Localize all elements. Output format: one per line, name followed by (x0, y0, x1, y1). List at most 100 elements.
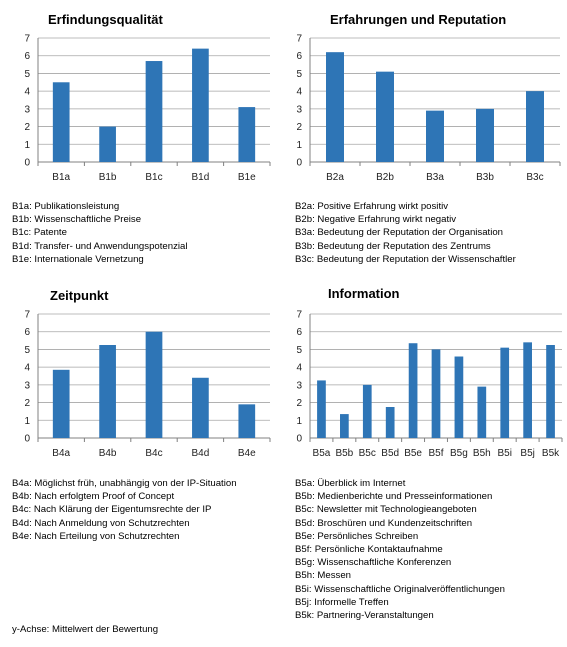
x-tick-label-b4a: B4a (52, 448, 70, 459)
legend-entry: B3c: Bedeutung der Reputation der Wissen… (295, 253, 516, 265)
x-tick-label-b5e: B5e (404, 448, 422, 459)
y-tick-label: 7 (296, 310, 302, 321)
bar-b1c (145, 61, 163, 162)
legend-entry: B1a: Publikationsleistung (12, 201, 120, 212)
legend-entry: B1b: Wissenschaftliche Preise (12, 214, 142, 226)
bar-b1e (238, 107, 256, 162)
y-axis-footnote: y-Achse: Mittelwert der Bewertung (12, 624, 159, 635)
x-tick-label-b5f: B5f (428, 448, 443, 459)
x-tick-label-b2a: B2a (326, 172, 344, 183)
bar-b4a (52, 369, 70, 438)
x-tick-label-b4b: B4b (99, 448, 117, 459)
legend-entry: B5g: Wissenschaftliche Konferenzen (295, 557, 452, 569)
x-tick-label-b4d: B4d (192, 448, 210, 459)
bar-chart-erfahrungen-reputation: 0 1 2 3 4 5 6 7 B2a B2b B3a B3b B3c (296, 34, 561, 183)
y-tick-label: 1 (24, 140, 30, 151)
x-tick-label-b1a: B1a (52, 172, 70, 183)
y-tick-label: 3 (24, 380, 30, 391)
y-tick-label: 3 (296, 104, 302, 115)
legend-entry: B3b: Bedeutung der Reputation des Zentru… (295, 240, 491, 252)
x-tick-label-b5g: B5g (450, 448, 468, 459)
bar-b2a (326, 52, 344, 162)
legend-entry: B5d: Broschüren und Kundenzeitschriften (295, 517, 473, 529)
y-tick-label: 0 (296, 434, 302, 445)
x-tick-label-b2b: B2b (376, 172, 394, 183)
x-tick-label-b5a: B5a (313, 448, 331, 459)
legend-entry: B2a: Positive Erfahrung wirkt positiv (295, 201, 449, 212)
y-tick-label: 0 (24, 434, 30, 445)
bar-b5g (454, 356, 464, 438)
y-tick-label: 2 (296, 122, 302, 133)
y-tick-label: 7 (24, 310, 30, 321)
y-tick-label: 4 (24, 87, 30, 98)
bar-b5b (340, 414, 349, 438)
chart-title-zeitpunkt: Zeitpunkt (50, 288, 109, 303)
bar-b2b (376, 71, 394, 162)
y-tick-label: 6 (24, 51, 30, 62)
legend-erfindungsqualitaet: B1a: Publikationsleistung B1b: Wissenscha… (12, 200, 187, 266)
y-tick-label: 6 (296, 327, 302, 338)
y-tick-label: 5 (24, 345, 30, 356)
legend-entry: B4a: Möglichst früh, unabhängig von der … (12, 478, 237, 489)
bar-b1d (192, 48, 209, 162)
x-tick-label-b5c: B5c (359, 448, 376, 459)
y-tick-label: 4 (24, 363, 30, 374)
bar-b3c (526, 91, 544, 162)
bar-b1a (52, 82, 70, 162)
x-tick-label-b3b: B3b (476, 172, 494, 183)
x-tick-label-b5k: B5k (542, 448, 560, 459)
legend-entry: B4e: Nach Erteilung von Schutzrechten (12, 530, 180, 542)
bar-b5h (477, 386, 487, 438)
bar-b5i (500, 347, 510, 438)
legend-entry: B1e: Internationale Vernetzung (12, 253, 144, 265)
y-tick-label: 1 (24, 416, 30, 427)
chart-title-information: Information (328, 286, 400, 301)
legend-entry: B5c: Newsletter mit Technologieangeboten (295, 504, 477, 516)
legend-entry: B5k: Partnering-Veranstaltungen (295, 610, 434, 622)
bar-b5c (362, 384, 372, 438)
bar-b4b (99, 345, 116, 438)
bar-b5d (385, 407, 395, 438)
bar-b5a (317, 380, 326, 438)
x-tick-label-b5b: B5b (335, 448, 353, 459)
y-tick-label: 3 (296, 380, 302, 391)
x-tick-label-b3a: B3a (426, 172, 444, 183)
x-tick-label-b1e: B1e (238, 172, 256, 183)
bar-chart-information: 0 1 2 3 4 5 6 7 B5a B5b B5c B5d B5e B5f B5g B5h B5i B5j B5… (296, 310, 563, 459)
x-tick-label-b1c: B1c (145, 172, 162, 183)
legend-entry: B2b: Negative Erfahrung wirkt negativ (295, 214, 457, 226)
x-tick-label-b5d: B5d (381, 448, 399, 459)
legend-entry: B4c: Nach Klärung der Eigentumsrechte de… (12, 504, 212, 516)
y-tick-label: 5 (24, 69, 30, 80)
legend-entry: B4d: Nach Anmeldung von Schutzrechten (12, 517, 190, 529)
legend-information: B5a: Überblick im Internet B5b: Medienber… (295, 477, 505, 622)
legend-entry: B5j: Informelle Treffen (295, 596, 389, 608)
bar-b4d (192, 377, 209, 438)
bar-b4c (145, 331, 163, 438)
x-tick-label-b4e: B4e (238, 448, 256, 459)
legend-entry: B1d: Transfer- und Anwendungspotenzial (12, 240, 188, 252)
x-tick-label-b4c: B4c (145, 448, 162, 459)
x-tick-label-b1b: B1b (99, 172, 117, 183)
y-tick-label: 7 (24, 34, 30, 45)
y-tick-label: 1 (296, 140, 302, 151)
bar-b1b (99, 126, 116, 162)
y-tick-label: 5 (296, 69, 302, 80)
legend-entry: B5f: Persönliche Kontaktaufnahme (295, 544, 443, 556)
bar-b5k (546, 345, 555, 438)
legend-entry: B3a: Bedeutung der Reputation der Organi… (295, 227, 504, 239)
bar-chart-erfindungsqualitaet: 0 1 2 3 4 5 6 7 B1a B1b B1c B1d B1e (24, 34, 271, 183)
y-tick-label: 6 (24, 327, 30, 338)
bar-b3a (426, 110, 444, 162)
chart-title-erfahrungen-reputation: Erfahrungen und Reputation (330, 12, 507, 27)
bar-b5e (408, 343, 418, 438)
chart-title-erfindungsqualitaet: Erfindungsqualität (48, 12, 163, 27)
x-tick-label-b5h: B5h (473, 448, 491, 459)
bar-chart-zeitpunkt: 0 1 2 3 4 5 6 7 B4a B4b B4c B4d B4e (24, 310, 271, 459)
y-tick-label: 7 (296, 34, 302, 45)
y-tick-label: 0 (24, 158, 30, 169)
y-tick-label: 1 (296, 416, 302, 427)
x-tick-label-b5i: B5i (498, 448, 512, 459)
bar-b5f (431, 349, 441, 438)
legend-entry: B5e: Persönliches Schreiben (295, 530, 419, 542)
